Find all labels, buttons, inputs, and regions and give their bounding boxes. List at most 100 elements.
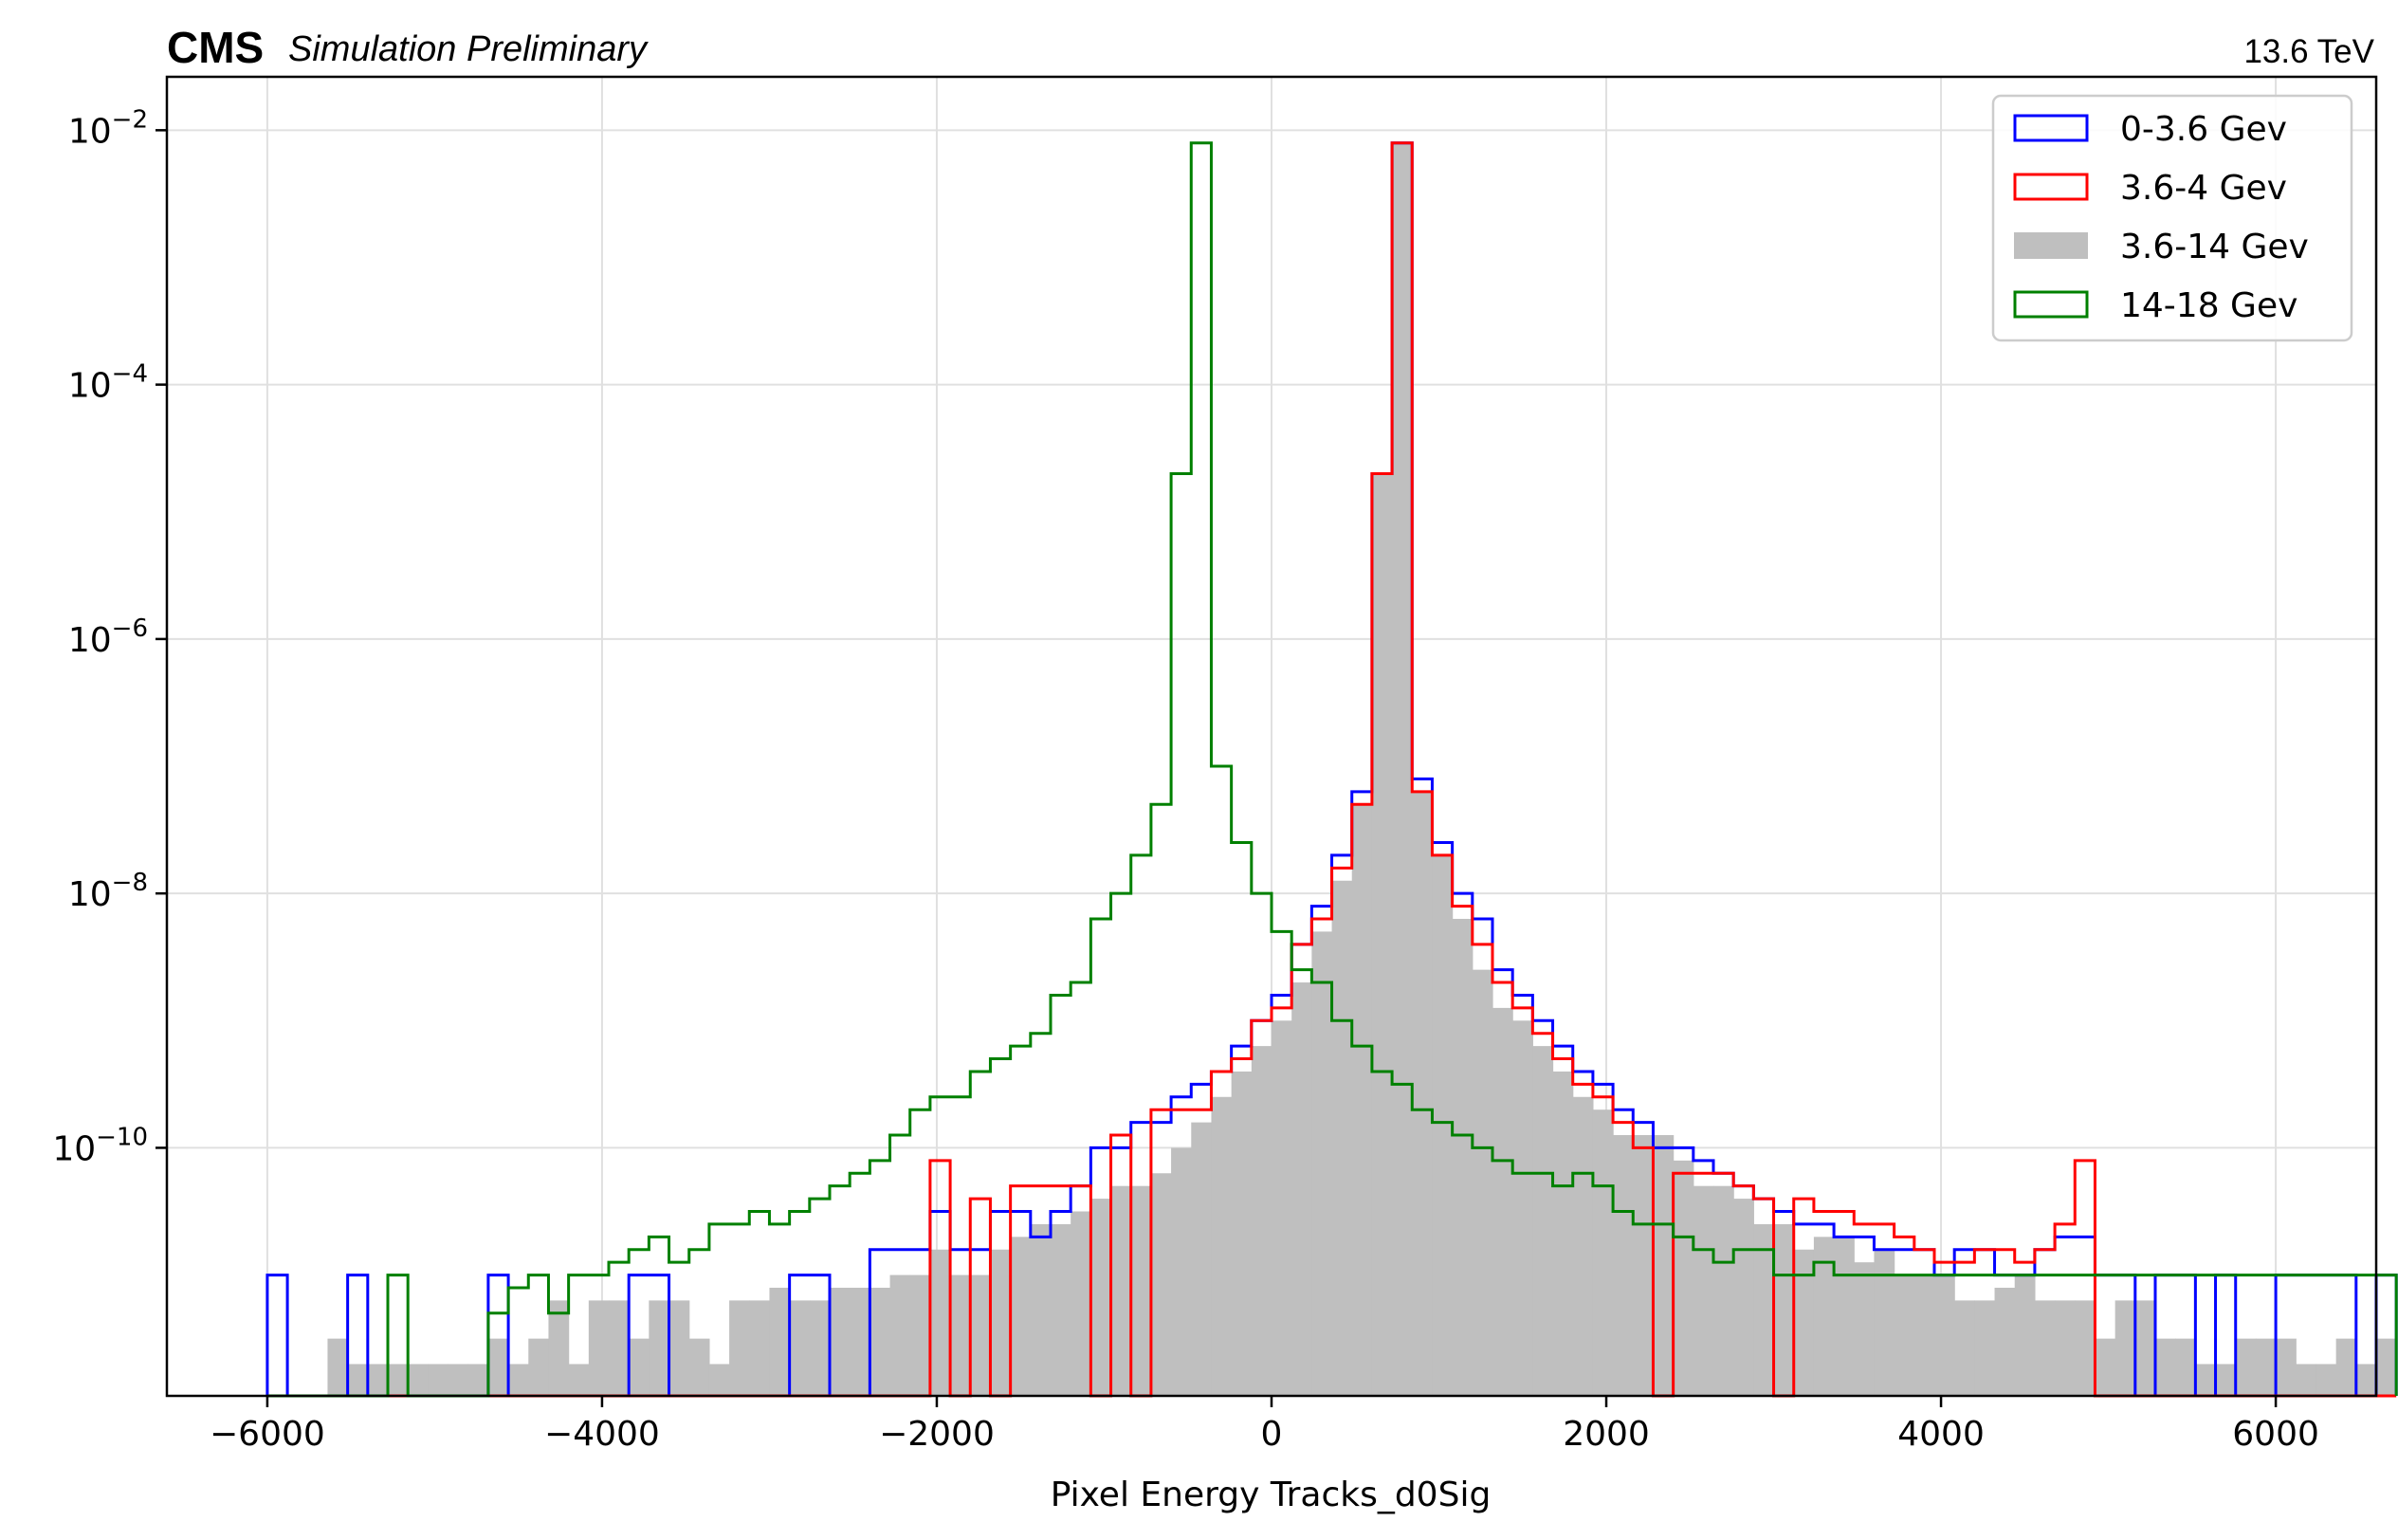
histogram-bar [889, 1274, 911, 1396]
y-tick-label: 10−4 [68, 360, 148, 406]
histogram-bar [1110, 1185, 1132, 1396]
histogram-bar [1392, 142, 1413, 1396]
histogram-bar [1272, 1020, 1292, 1396]
histogram-bar [830, 1287, 851, 1396]
histogram-bar [708, 1364, 730, 1396]
histogram-bar [950, 1274, 971, 1396]
histogram-bar [1311, 931, 1333, 1396]
simulation-preliminary-label: Simulation Preliminary [288, 29, 649, 69]
histogram-bar [1371, 473, 1393, 1397]
histogram-bar [850, 1287, 870, 1396]
histogram-bar [1994, 1287, 2016, 1396]
cms-label: CMS [167, 23, 264, 72]
legend-label: 3.6-14 Gev [2120, 228, 2309, 266]
histogram-bar [2155, 1338, 2176, 1396]
histogram-bar [448, 1364, 469, 1396]
histogram-bar [1934, 1274, 1955, 1396]
histogram-bar [1633, 1135, 1655, 1396]
histogram-bar [1171, 1147, 1192, 1396]
histogram-bar [2215, 1364, 2237, 1396]
histogram-bar [688, 1338, 710, 1396]
histogram-bar [1532, 1046, 1554, 1396]
histogram-bar [1130, 1185, 1152, 1396]
histogram-bar [1753, 1223, 1775, 1396]
y-tick-label: 10−2 [68, 105, 148, 151]
legend-swatch [2013, 173, 2089, 201]
histogram-bar [1793, 1249, 1815, 1396]
histogram-bar [1733, 1199, 1754, 1396]
histogram-bar [588, 1300, 610, 1396]
histogram-bar [1472, 969, 1493, 1396]
histogram-bar [990, 1249, 1012, 1396]
histogram-bar [2335, 1338, 2357, 1396]
histogram-bar [1913, 1274, 1935, 1396]
x-axis-ticks: −6000 −4000 −2000 0 2000 4000 6000 [210, 1396, 2319, 1454]
histogram-bar [1331, 880, 1353, 1396]
histogram-bar [2175, 1338, 2196, 1396]
histogram-step-line [266, 141, 2398, 1398]
x-axis-label: Pixel Energy Tracks_d0Sig [1051, 1476, 1492, 1514]
histogram-bar [408, 1364, 429, 1396]
histogram-bar [629, 1338, 650, 1396]
x-tick-label: −6000 [210, 1415, 325, 1454]
histogram-bar [2114, 1300, 2136, 1396]
histogram-bar [1291, 982, 1312, 1396]
histogram-bar [1412, 791, 1434, 1396]
histogram-bar [929, 1249, 951, 1396]
histogram-bar [1231, 1071, 1253, 1396]
histogram-bar [327, 1338, 349, 1396]
histogram-bar [1894, 1274, 1915, 1396]
histogram-bar [649, 1300, 670, 1396]
histogram-bar [1030, 1223, 1052, 1396]
histogram-bar [1854, 1262, 1876, 1396]
histogram-bar [2276, 1338, 2297, 1396]
histogram-bar [467, 1364, 489, 1396]
histogram-bar [508, 1364, 529, 1396]
histogram-bar [909, 1274, 931, 1396]
x-tick-label: 0 [1261, 1415, 1283, 1454]
histogram-bar [2134, 1300, 2156, 1396]
histogram-bar [729, 1300, 750, 1396]
histogram-bar [809, 1300, 831, 1396]
legend-swatch [2013, 290, 2089, 319]
y-tick-label: 10−6 [68, 614, 148, 660]
histogram-bar [1673, 1160, 1694, 1396]
histogram-bar [2235, 1338, 2257, 1396]
histogram-bar [1653, 1135, 1675, 1396]
histogram-bar [668, 1300, 690, 1396]
histogram-bar [1592, 1109, 1614, 1396]
legend-swatch [2014, 232, 2088, 259]
histogram-bar [1432, 854, 1454, 1396]
histogram-bar [568, 1364, 590, 1396]
histogram-bar [1090, 1199, 1112, 1396]
legend-label: 14-18 Gev [2120, 286, 2297, 325]
histogram-bar [487, 1338, 509, 1396]
histogram-bar [1834, 1237, 1855, 1396]
histogram-bar [2014, 1274, 2036, 1396]
histogram-bar [609, 1300, 630, 1396]
histogram-bar [749, 1300, 771, 1396]
histogram-bar [970, 1274, 992, 1396]
histogram-bar [1813, 1237, 1835, 1396]
histogram-bar [870, 1287, 891, 1396]
histogram-bar [1191, 1122, 1213, 1396]
histogram-bar [2255, 1338, 2277, 1396]
x-tick-label: −2000 [879, 1415, 995, 1454]
histogram-bar [2376, 1338, 2397, 1396]
histogram-bar [1954, 1300, 1975, 1396]
histogram-bar [2195, 1364, 2217, 1396]
histogram-bar [1693, 1185, 1714, 1396]
histogram-bar [1874, 1249, 1895, 1396]
histogram-bar [1613, 1135, 1634, 1396]
histogram-bar [528, 1338, 550, 1396]
legend-label: 3.6-4 Gev [2120, 169, 2287, 208]
histogram-bar [789, 1300, 811, 1396]
legend-label: 0-3.6 Gev [2120, 110, 2287, 149]
histogram-bar [347, 1364, 369, 1396]
histogram-bar [1512, 1020, 1533, 1396]
histogram-bar [1492, 1007, 1513, 1396]
histogram-bar [2355, 1364, 2377, 1396]
y-tick-label: 10−10 [52, 1123, 148, 1168]
x-tick-label: 2000 [1563, 1415, 1650, 1454]
